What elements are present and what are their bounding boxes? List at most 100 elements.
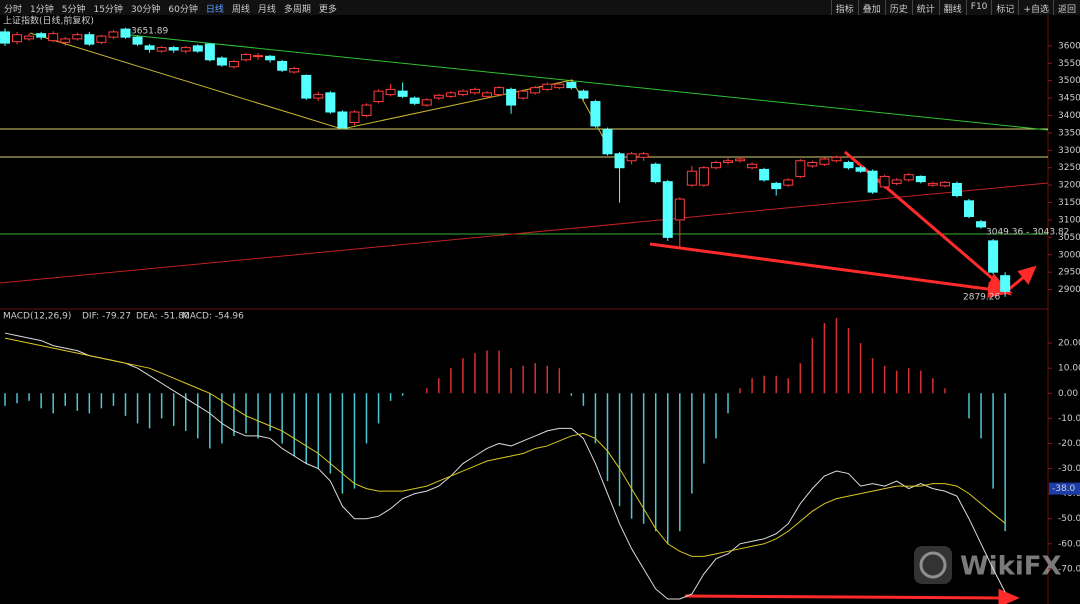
candle-body xyxy=(554,83,565,89)
candle-body xyxy=(24,35,35,40)
legend-dea: DEA: -51.80 xyxy=(136,312,190,322)
toolbar-button[interactable]: 5分钟 xyxy=(61,5,86,15)
candle-body xyxy=(602,128,613,155)
candle-body xyxy=(964,200,974,217)
candle-body xyxy=(735,158,746,162)
y-tick-label: 3300 xyxy=(1058,146,1080,156)
y-tick-label: 3250 xyxy=(1058,163,1080,173)
toolbar-button[interactable]: 1分钟 xyxy=(30,5,54,15)
candle-body xyxy=(530,87,541,94)
candle-body xyxy=(855,167,866,172)
y-tick-label: 20.00 xyxy=(1058,339,1080,349)
candle-body xyxy=(216,57,227,66)
candle-body xyxy=(771,182,782,190)
value-marker xyxy=(1049,482,1080,495)
toolbar-left: 分时 1分钟 5分钟 15分钟 30分钟 60分钟 日线 周线 月线 多周期 更多 xyxy=(0,0,341,15)
toolbar-button[interactable]: 周线 xyxy=(231,5,250,15)
candle-body xyxy=(313,94,324,99)
toolbar-button[interactable]: F10 xyxy=(965,0,992,15)
legend-dif: DIF: -79.27 xyxy=(82,312,131,322)
candle-body xyxy=(783,179,794,186)
candle-body xyxy=(939,181,950,187)
candle-body xyxy=(807,162,818,167)
candle-body xyxy=(590,101,601,127)
candle-body xyxy=(976,221,987,228)
toolbar-button[interactable]: +自选 xyxy=(1018,0,1053,15)
candle-body xyxy=(204,43,215,61)
y-tick-label: 3150 xyxy=(1058,198,1080,208)
candle-body xyxy=(1000,275,1011,292)
candle-body xyxy=(903,174,914,181)
trend-line xyxy=(0,182,1049,284)
candle-body xyxy=(361,104,372,116)
candle-body xyxy=(132,36,143,45)
legend-macd: MACD: -54.96 xyxy=(182,312,244,322)
candle-body xyxy=(289,67,300,73)
candle-body xyxy=(0,31,10,44)
candle-body xyxy=(397,90,408,97)
toolbar-button[interactable]: 历史 xyxy=(884,0,912,15)
y-tick-label: 3600 xyxy=(1058,41,1080,51)
toolbar-button[interactable]: 60分钟 xyxy=(168,5,198,15)
candle-body xyxy=(60,38,71,43)
candle-body xyxy=(301,74,312,99)
candle-body xyxy=(469,88,480,94)
candle-body xyxy=(409,97,420,104)
trend-line xyxy=(129,34,1049,131)
toolbar-button[interactable]: 标记 xyxy=(991,0,1018,15)
watermark: WikiFX xyxy=(914,546,1062,584)
y-tick-label: 3400 xyxy=(1058,111,1080,121)
y-tick-label: 3450 xyxy=(1058,94,1080,104)
candle-body xyxy=(614,153,625,169)
candle-body xyxy=(265,55,276,61)
candle-body xyxy=(494,87,505,96)
macd-title: MACD(12,26,9) xyxy=(3,312,71,322)
candle-body xyxy=(927,182,938,186)
toolbar-button[interactable]: 15分钟 xyxy=(93,5,123,15)
candle-body xyxy=(241,54,251,61)
y-tick-label: 3000 xyxy=(1058,250,1080,260)
toolbar-button[interactable]: 翻线 xyxy=(938,0,966,15)
toolbar-button[interactable]: 多周期 xyxy=(283,5,311,15)
line-series xyxy=(4,332,1006,600)
candle-body xyxy=(578,90,589,99)
candle-body xyxy=(795,160,806,177)
y-tick-label: 3500 xyxy=(1058,76,1080,86)
toolbar-button[interactable]: 月线 xyxy=(257,5,276,15)
candle-body xyxy=(566,81,577,89)
y-tick-label: 3100 xyxy=(1058,215,1080,225)
toolbar-button[interactable]: 统计 xyxy=(911,0,939,15)
candle-body xyxy=(277,61,288,71)
y-tick-label: -30.00 xyxy=(1058,464,1080,474)
candle-body xyxy=(915,175,926,183)
value-marker-label: -38.0 xyxy=(1052,484,1076,494)
candle-body xyxy=(542,83,553,90)
y-tick-label: 3050 xyxy=(1058,233,1080,243)
arrows xyxy=(649,150,1037,604)
toolbar-button[interactable]: 指标 xyxy=(830,0,858,15)
candle-body xyxy=(988,240,999,273)
toolbar-button[interactable]: 更多 xyxy=(318,5,337,15)
candle-body xyxy=(445,92,456,97)
range-label: 3049.36 - 3043.82 xyxy=(986,228,1069,238)
toolbar: 分时 1分钟 5分钟 15分钟 30分钟 60分钟 日线 周线 月线 多周期 更多 指标 叠加 历史 统计翻… xyxy=(0,0,1080,15)
candle-body xyxy=(385,88,396,96)
candle-body xyxy=(457,90,468,96)
y-tick-label: -70.00 xyxy=(1058,564,1080,574)
candle-body xyxy=(482,92,492,97)
y-tick-label: -60.00 xyxy=(1058,539,1080,549)
toolbar-button[interactable]: 返回 xyxy=(1052,0,1080,15)
high-label: 3651.89 xyxy=(131,27,168,37)
candle-body xyxy=(951,182,962,197)
candle-body xyxy=(36,33,47,38)
toolbar-button[interactable]: 分时 xyxy=(4,5,23,15)
y-tick-label: 3200 xyxy=(1058,181,1080,191)
toolbar-button[interactable]: 30分钟 xyxy=(130,5,161,15)
toolbar-button[interactable]: 叠加 xyxy=(857,0,885,15)
toolbar-button[interactable]: 日线 xyxy=(205,5,224,15)
candle-body xyxy=(433,94,444,99)
candle-body xyxy=(228,61,239,68)
candle-body xyxy=(421,99,432,106)
